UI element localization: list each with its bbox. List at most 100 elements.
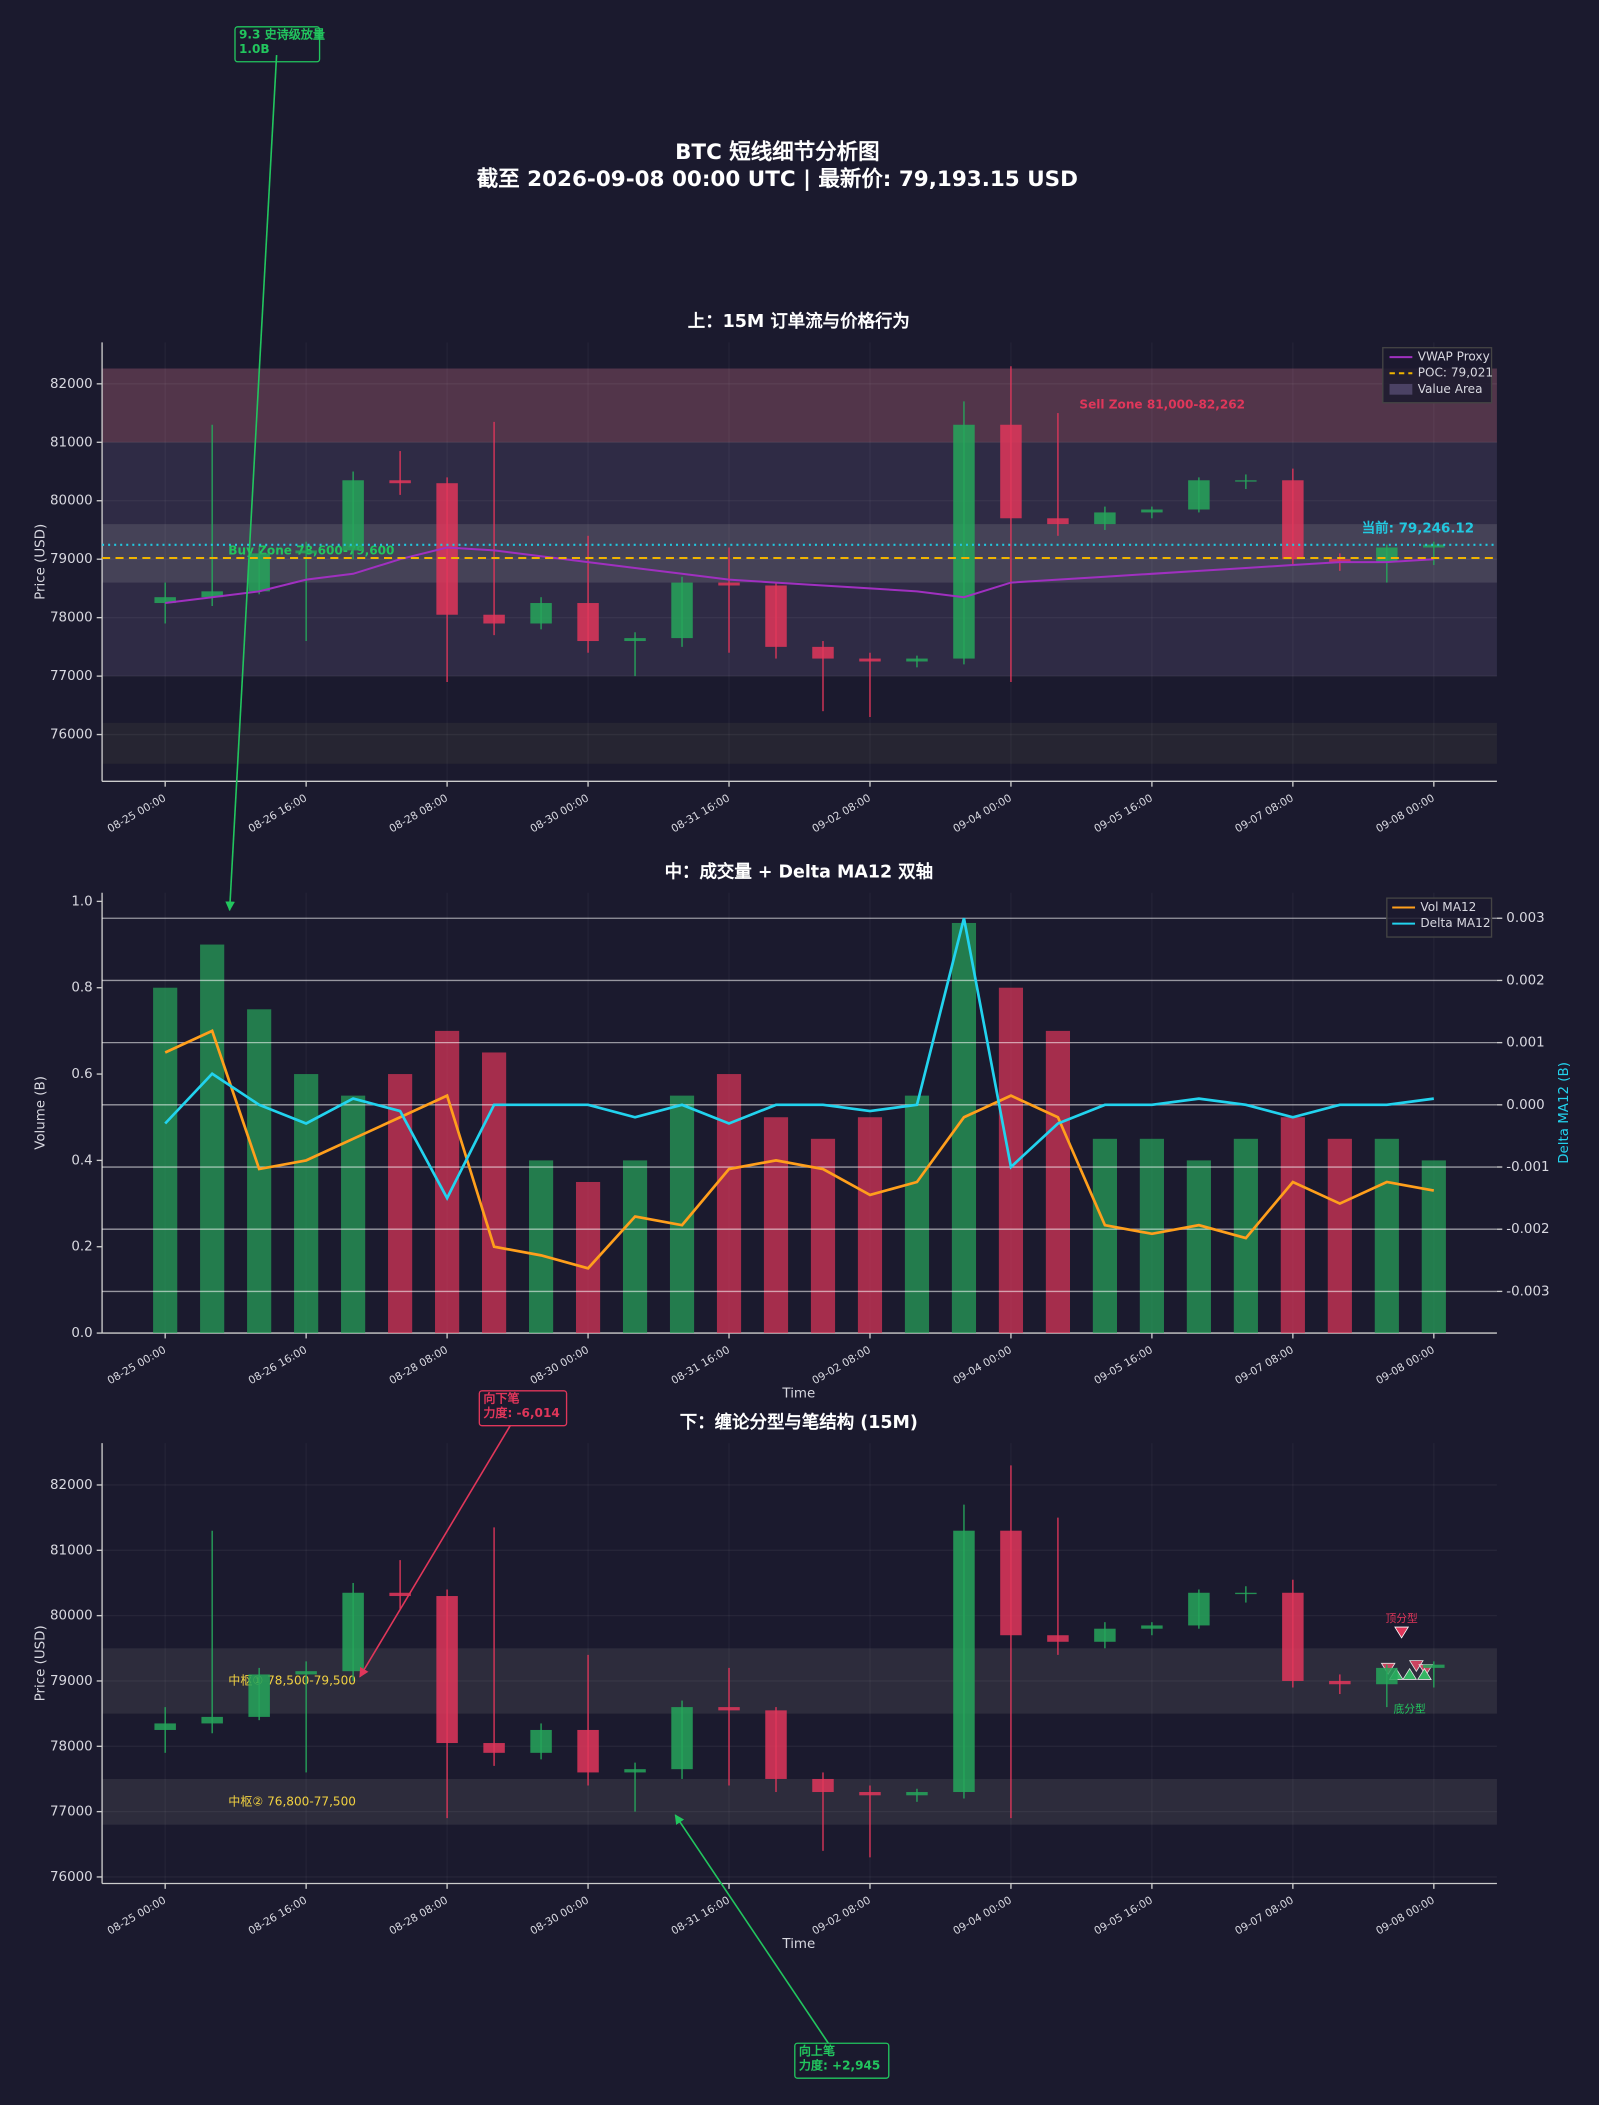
y-tick-label: 1.0 xyxy=(71,894,92,909)
x-tick-label: 09-05 16:00 xyxy=(1092,1893,1155,1937)
x-tick-label: 09-02 08:00 xyxy=(810,791,873,835)
candle-body xyxy=(436,483,458,615)
annotation-text: 力度: +2,945 xyxy=(799,2058,881,2073)
zone-label: 中枢② 76,800-77,500 xyxy=(228,1793,356,1808)
candle-body xyxy=(295,1671,317,1675)
candle-body xyxy=(859,658,881,662)
y-tick-label: 79000 xyxy=(50,1674,93,1689)
y2-tick-label: 0.002 xyxy=(1506,973,1544,988)
candle-body xyxy=(1141,509,1163,513)
title-line: 截至 2026-09-08 00:00 UTC | 最新价: 79,193.15… xyxy=(477,166,1078,192)
candle-body xyxy=(1000,424,1022,519)
x-tick-label: 08-28 08:00 xyxy=(387,1343,450,1387)
volume-bar xyxy=(1139,1138,1164,1334)
x-tick-label: 09-05 16:00 xyxy=(1092,791,1155,835)
x-tick-label: 08-31 16:00 xyxy=(669,1343,732,1387)
y-tick-label: 76000 xyxy=(50,728,93,743)
legend-label: VWAP Proxy xyxy=(1418,350,1490,364)
x-tick-label: 08-30 00:00 xyxy=(528,1343,591,1387)
candle-body xyxy=(483,614,505,624)
candle-body xyxy=(1376,547,1398,563)
series-line xyxy=(165,546,1434,605)
candle-body xyxy=(765,1710,787,1779)
x-tick-label: 09-02 08:00 xyxy=(810,1893,873,1937)
volume-bar xyxy=(1186,1160,1211,1334)
x-tick-label: 08-26 16:00 xyxy=(246,1893,309,1937)
candle-body xyxy=(718,1707,740,1711)
candle-body xyxy=(483,1743,505,1753)
y-tick-label: 0.6 xyxy=(71,1067,92,1082)
candle-body xyxy=(1282,1592,1304,1681)
candle-body xyxy=(577,1729,599,1773)
annotation-arrow xyxy=(225,54,278,912)
candle-body xyxy=(859,1792,881,1796)
y2-tick-label: 0.003 xyxy=(1506,911,1544,926)
series-line xyxy=(164,917,1434,1202)
y-tick-label: 0.8 xyxy=(71,981,92,996)
y-tick-label: 81000 xyxy=(50,1543,93,1558)
x-tick-label: 08-31 16:00 xyxy=(669,1893,732,1937)
candle-body xyxy=(530,603,552,624)
candle-body xyxy=(154,1723,176,1730)
volume-bar xyxy=(153,987,178,1334)
candle-body xyxy=(624,638,646,642)
x-tick-label: 09-07 08:00 xyxy=(1233,1343,1296,1387)
candle-body xyxy=(1423,544,1445,548)
x-tick-label: 08-25 00:00 xyxy=(105,1893,168,1937)
y-axis-label: Price (USD) xyxy=(33,1625,48,1701)
candle-body xyxy=(1094,512,1116,525)
x-tick-label: 09-02 08:00 xyxy=(810,1343,873,1387)
panel-title: 上：15M 订单流与价格行为 xyxy=(688,311,910,332)
x-tick-label: 09-05 16:00 xyxy=(1092,1343,1155,1387)
annotation-text: 向下笔 xyxy=(483,1390,519,1405)
h-line-label: 当前: 79,246.12 xyxy=(1362,520,1474,537)
candle-body xyxy=(1282,480,1304,560)
y-tick-label: 79000 xyxy=(50,552,93,567)
y-axis-label: Volume (B) xyxy=(33,1076,48,1150)
y2-tick-label: 0.000 xyxy=(1506,1098,1544,1113)
annotation-text: 力度: -6,014 xyxy=(483,1405,559,1420)
annotation-text: 向上笔 xyxy=(799,2043,835,2058)
fractal-label: 底分型 xyxy=(1394,1703,1426,1716)
candle-body xyxy=(1376,1667,1398,1685)
zone xyxy=(102,524,1497,583)
volume-bar xyxy=(247,1009,272,1334)
y-tick-label: 0.4 xyxy=(71,1153,92,1168)
x-axis-label: Time xyxy=(781,1386,815,1401)
candle-body xyxy=(906,658,928,662)
y2-axis-label: Delta MA12 (B) xyxy=(1557,1062,1572,1164)
annotation-text: 1.0B xyxy=(239,42,270,56)
x-tick-label: 08-31 16:00 xyxy=(669,791,732,835)
candle-body xyxy=(1329,1680,1351,1685)
candle-body xyxy=(577,603,599,642)
candle-body xyxy=(389,1592,411,1597)
zone xyxy=(102,1778,1497,1825)
volume-bar xyxy=(622,1160,648,1334)
y2-tick-label: -0.001 xyxy=(1506,1160,1549,1175)
annotation-text: 9.3 史诗级放量 xyxy=(239,26,325,41)
candle-body xyxy=(1000,1530,1022,1636)
candle-body xyxy=(201,1716,223,1724)
x-tick-label: 09-08 00:00 xyxy=(1374,1343,1437,1387)
volume-bar xyxy=(294,1074,319,1334)
candle-body xyxy=(1047,518,1069,525)
y-tick-label: 80000 xyxy=(50,1609,93,1624)
x-tick-label: 09-07 08:00 xyxy=(1233,791,1296,835)
y2-tick-label: -0.003 xyxy=(1506,1284,1549,1299)
y2-tick-label: -0.002 xyxy=(1506,1222,1549,1237)
candle-body xyxy=(342,480,364,551)
candle-body xyxy=(201,591,223,598)
x-tick-label: 08-26 16:00 xyxy=(246,791,309,835)
candle-body xyxy=(906,1792,928,1796)
volume-bar xyxy=(904,1095,930,1334)
candle-body xyxy=(154,597,176,604)
candle-body xyxy=(1188,1592,1210,1626)
candle-body xyxy=(1235,480,1257,482)
candle-body xyxy=(1188,480,1210,510)
candle-body xyxy=(1094,1628,1116,1642)
y-tick-label: 82000 xyxy=(50,1478,93,1493)
y-tick-label: 0.0 xyxy=(71,1326,92,1341)
panel-title: 中：成交量 + Delta MA12 双轴 xyxy=(665,862,933,883)
legend-swatch xyxy=(1389,383,1413,395)
